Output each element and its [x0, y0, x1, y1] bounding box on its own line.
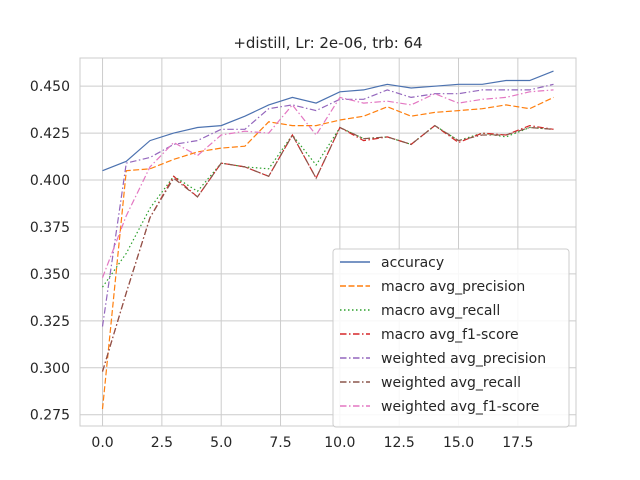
y-tick-label: 0.375 [30, 220, 70, 236]
x-tick-label: 5.0 [210, 435, 232, 451]
y-tick-label: 0.275 [30, 408, 70, 424]
y-tick-labels: 0.275 0.300 0.325 0.350 0.375 0.400 0.425 0.450 [30, 79, 70, 424]
series-line-weighted-avg-recall [101, 124, 554, 372]
legend-label: macro avg_recall [381, 303, 500, 319]
y-tick-label: 0.325 [30, 314, 70, 330]
x-tick-label: 7.5 [269, 435, 291, 451]
series-lines [101, 70, 554, 410]
x-tick-label: 17.5 [502, 435, 533, 451]
chart-title: +distill, Lr: 2e-06, trb: 64 [233, 34, 422, 52]
legend-label: weighted avg_recall [381, 375, 521, 391]
legend-box [332, 248, 570, 428]
y-tick-label: 0.450 [30, 79, 70, 95]
y-tick-label: 0.300 [30, 361, 70, 377]
series-line-accuracy [102, 70, 554, 172]
plot-frame [79, 57, 577, 427]
y-tick-label: 0.425 [30, 126, 70, 142]
x-tick-label: 10.0 [324, 435, 355, 451]
x-tick-label: 0.0 [91, 435, 113, 451]
legend-label: weighted avg_f1-score [381, 399, 539, 415]
series-line-macro-avg-recall [102, 124, 554, 288]
y-tick-label: 0.400 [30, 173, 70, 189]
legend-label: weighted avg_precision [381, 351, 546, 367]
series-line-macro-avg-f1-score [101, 124, 554, 372]
series-line-macro-avg-precision [101, 96, 554, 410]
x-tick-label: 12.5 [384, 435, 415, 451]
legend-label: macro avg_f1-score [381, 327, 519, 343]
x-tick-label: 15.0 [443, 435, 474, 451]
legend-label: accuracy [381, 255, 444, 271]
series-line-weighted-avg-precision [101, 83, 554, 327]
legend-label: macro avg_precision [381, 279, 525, 295]
y-tick-label: 0.350 [30, 267, 70, 283]
series-line-weighted-avg-f1-score [101, 89, 554, 278]
x-tick-labels: 0.0 2.5 5.0 7.5 10.0 12.5 15.0 17.5 [91, 435, 533, 451]
x-tick-label: 2.5 [151, 435, 173, 451]
